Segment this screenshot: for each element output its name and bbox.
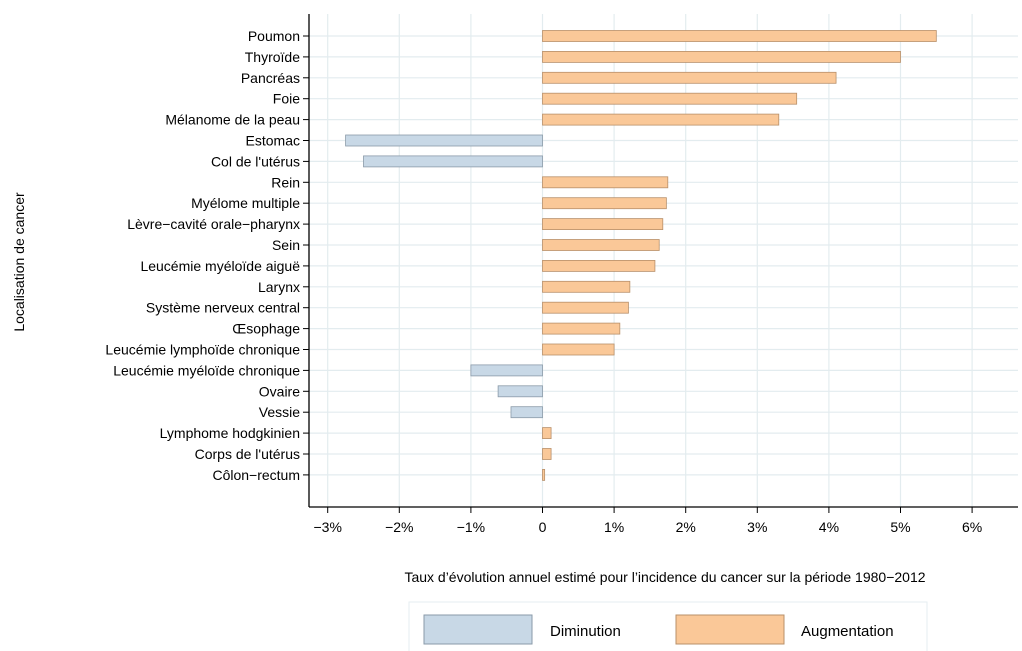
bar bbox=[542, 301, 629, 314]
bar bbox=[542, 92, 798, 105]
category-label: Poumon bbox=[248, 28, 300, 44]
bar bbox=[542, 113, 780, 126]
category-label: Leucémie myéloïde chronique bbox=[113, 362, 300, 378]
axes bbox=[303, 14, 1018, 513]
category-label: Lèvre−cavité orale−pharynx bbox=[127, 216, 300, 232]
bar bbox=[345, 134, 543, 147]
category-label: Col de l'utérus bbox=[211, 153, 300, 169]
category-label: Leucémie lymphoïde chronique bbox=[105, 342, 300, 358]
x-tick-label: 5% bbox=[890, 519, 910, 535]
x-tick-label: 0 bbox=[539, 519, 547, 535]
category-label: Thyroïde bbox=[245, 49, 300, 65]
category-label: Rein bbox=[271, 174, 300, 190]
grid bbox=[309, 14, 1018, 507]
bar bbox=[542, 71, 837, 84]
category-label: Lymphome hodgkinien bbox=[160, 425, 300, 441]
category-label: Corps de l'utérus bbox=[195, 446, 300, 462]
bar bbox=[497, 385, 543, 398]
bar bbox=[542, 448, 552, 460]
category-label: Mélanome de la peau bbox=[165, 112, 300, 128]
bar bbox=[363, 155, 543, 168]
bar bbox=[542, 280, 631, 293]
bar bbox=[470, 364, 543, 377]
x-tick-label: 6% bbox=[962, 519, 982, 535]
category-labels: Poumon Thyroïde Pancréas Foie Mélanome de la… bbox=[105, 28, 300, 483]
category-label: Leucémie myéloïde aiguë bbox=[140, 258, 300, 274]
legend-swatch-diminution bbox=[423, 614, 533, 645]
legend-label-augmentation: Augmentation bbox=[801, 623, 894, 640]
bar bbox=[542, 176, 669, 189]
x-tick-label: 2% bbox=[676, 519, 696, 535]
x-tick-label: 1% bbox=[604, 519, 624, 535]
x-tick-labels: −3% −2% −1% 0 1% 2% 3% 4% 5% 6% bbox=[313, 519, 982, 535]
bar bbox=[542, 51, 901, 63]
x-tick-label: 3% bbox=[747, 519, 767, 535]
x-tick-label: 4% bbox=[819, 519, 839, 535]
x-tick-label: −2% bbox=[385, 519, 413, 535]
bar bbox=[542, 427, 552, 440]
legend-label-diminution: Diminution bbox=[550, 623, 621, 640]
category-label: Œsophage bbox=[232, 321, 300, 337]
bar bbox=[542, 239, 660, 251]
category-label: Côlon−rectum bbox=[212, 467, 300, 483]
category-label: Système nerveux central bbox=[146, 300, 300, 316]
category-label: Ovaire bbox=[259, 383, 300, 399]
legend: Diminution Augmentation bbox=[408, 601, 928, 651]
bar bbox=[542, 322, 621, 335]
category-label: Sein bbox=[272, 237, 300, 253]
bar bbox=[510, 406, 543, 419]
legend-swatch-augmentation bbox=[675, 614, 785, 645]
category-label: Pancréas bbox=[241, 70, 300, 86]
bar bbox=[542, 218, 664, 231]
bar bbox=[542, 197, 667, 210]
bar bbox=[542, 468, 546, 481]
category-label: Estomac bbox=[246, 133, 300, 149]
bar bbox=[542, 30, 937, 42]
x-axis-label: Taux d’évolution annuel estimé pour l’in… bbox=[404, 569, 925, 585]
bars bbox=[345, 30, 937, 481]
bar bbox=[542, 259, 656, 272]
bar bbox=[542, 343, 615, 356]
category-label: Myélome multiple bbox=[191, 195, 300, 211]
category-label: Vessie bbox=[259, 404, 300, 420]
y-axis-label: Localisation de cancer bbox=[11, 192, 27, 332]
x-tick-label: −3% bbox=[313, 519, 341, 535]
x-tick-label: −1% bbox=[457, 519, 485, 535]
category-label: Foie bbox=[273, 91, 300, 107]
category-label: Larynx bbox=[258, 279, 300, 295]
